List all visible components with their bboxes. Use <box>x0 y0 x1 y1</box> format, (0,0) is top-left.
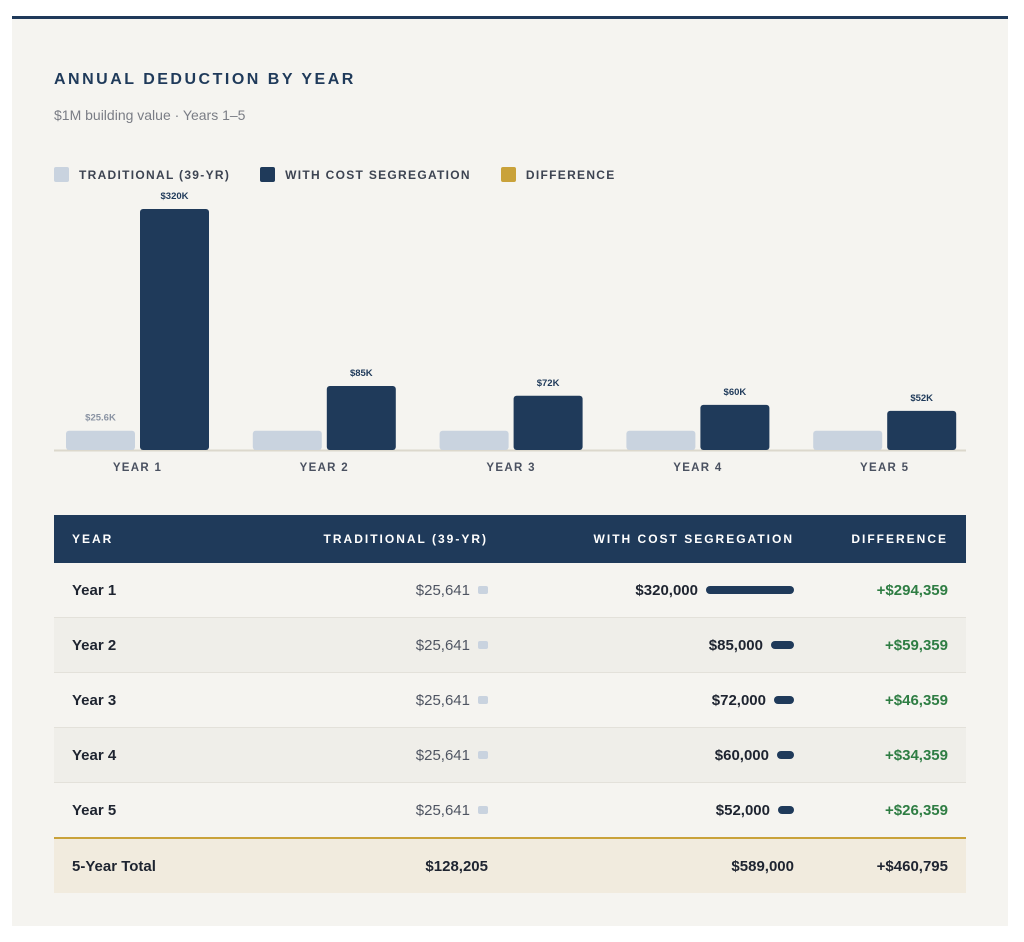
legend-swatch-cost-seg <box>260 167 276 182</box>
legend-item-cost-seg[interactable]: WITH COST SEGREGATION <box>260 167 471 182</box>
x-tick-label-2: YEAR 2 <box>300 462 349 474</box>
bar-cost-seg-2 <box>326 385 396 450</box>
chart-card: ANNUAL DEDUCTION BY YEAR $1M building va… <box>12 16 1008 926</box>
mini-bar-cost-seg <box>706 586 794 594</box>
col-header-difference: DIFFERENCE <box>812 515 966 563</box>
cell-difference: +$34,359 <box>812 727 966 783</box>
cell-cost-seg-value: $72,000 <box>711 691 766 709</box>
cell-traditional-value: $25,641 <box>415 746 470 764</box>
bar-cost-seg-5 <box>887 410 957 450</box>
table-header-row: YEAR TRADITIONAL (39-YR) WITH COST SEGRE… <box>54 515 966 563</box>
legend-swatch-difference <box>500 167 516 182</box>
mini-bar-cost-seg <box>778 806 794 814</box>
mini-bar-cost-seg <box>777 751 794 759</box>
cell-traditional-value: $25,641 <box>415 581 470 599</box>
bar-cost-seg-1 <box>140 209 209 450</box>
data-label-cost-seg-5: $52K <box>910 393 933 404</box>
cell-year: Year 4 <box>54 727 240 783</box>
cell-cost-seg-value: $85,000 <box>708 636 763 654</box>
mini-bar-cost-seg <box>774 696 794 704</box>
col-header-year: YEAR <box>54 515 240 563</box>
legend-label-traditional: TRADITIONAL (39-YR) <box>79 167 231 182</box>
cell-year: Year 2 <box>54 617 240 673</box>
cell-traditional-value: $25,641 <box>415 691 470 709</box>
table-row: Year 3 $25,641 $72,000 +$46,359 <box>54 672 966 728</box>
cell-traditional: $25,641 <box>240 782 506 839</box>
cell-cost-seg-value: $60,000 <box>714 746 769 764</box>
legend-label-cost-seg: WITH COST SEGREGATION <box>285 167 471 182</box>
data-label-cost-seg-1: $320K <box>161 191 189 202</box>
cell-difference: +$59,359 <box>812 617 966 673</box>
mini-bar-cost-seg <box>771 641 794 649</box>
cell-cost-seg: $52,000 <box>506 782 812 839</box>
chart-legend: TRADITIONAL (39-YR) WITH COST SEGREGATIO… <box>54 167 616 182</box>
table-row: Year 4 $25,641 $60,000 +$34,359 <box>54 727 966 783</box>
legend-item-difference[interactable]: DIFFERENCE <box>500 167 616 182</box>
table-row: Year 1 $25,641 $320,000 +$294,359 <box>54 563 966 618</box>
mini-bar-traditional <box>478 641 488 649</box>
mini-bar-traditional <box>478 696 488 704</box>
deduction-table: YEAR TRADITIONAL (39-YR) WITH COST SEGRE… <box>54 515 966 893</box>
cell-traditional-value: $25,641 <box>415 801 470 819</box>
cell-traditional-value: $25,641 <box>415 636 470 654</box>
total-traditional: $128,205 <box>240 837 506 893</box>
bar-chart: $25.6K $320K YEAR 1 $85K YEAR 2 $72K YEAR 3 $60… <box>54 191 966 474</box>
x-tick-label-1: YEAR 1 <box>113 462 162 474</box>
cell-year: Year 1 <box>54 563 240 618</box>
total-label: 5-Year Total <box>54 837 240 893</box>
table-row: Year 2 $25,641 $85,000 +$59,359 <box>54 617 966 673</box>
mini-bar-traditional <box>478 586 488 594</box>
legend-label-difference: DIFFERENCE <box>525 167 616 182</box>
bar-traditional-1 <box>66 430 135 450</box>
table-body: Year 1 $25,641 $320,000 +$294,359 Year 2 $25,… <box>54 563 966 893</box>
total-difference: +$460,795 <box>812 837 966 893</box>
legend-swatch-traditional <box>54 167 69 182</box>
cell-traditional: $25,641 <box>240 672 506 728</box>
bar-traditional-4 <box>626 430 696 450</box>
bar-traditional-2 <box>252 430 322 450</box>
chart-title: ANNUAL DEDUCTION BY YEAR <box>54 71 356 88</box>
table-row: Year 5 $25,641 $52,000 +$26,359 <box>54 782 966 839</box>
bar-traditional-3 <box>439 430 509 450</box>
cell-cost-seg-value: $52,000 <box>715 801 770 819</box>
x-tick-label-5: YEAR 5 <box>860 462 909 474</box>
cell-cost-seg: $60,000 <box>506 727 812 783</box>
cell-traditional: $25,641 <box>240 617 506 673</box>
cell-traditional: $25,641 <box>240 727 506 783</box>
data-label-cost-seg-3: $72K <box>537 378 560 389</box>
cell-difference: +$294,359 <box>812 563 966 618</box>
x-tick-label-3: YEAR 3 <box>486 462 535 474</box>
cell-cost-seg: $320,000 <box>506 563 812 618</box>
cell-cost-seg: $72,000 <box>506 672 812 728</box>
data-label-traditional-1: $25.6K <box>85 413 116 424</box>
col-header-traditional: TRADITIONAL (39-YR) <box>240 515 506 563</box>
bar-cost-seg-4 <box>700 404 770 450</box>
cell-traditional: $25,641 <box>240 563 506 618</box>
cell-cost-seg: $85,000 <box>506 617 812 673</box>
table-total-row: 5-Year Total $128,205 $589,000 +$460,795 <box>54 837 966 893</box>
cell-year: Year 3 <box>54 672 240 728</box>
bar-cost-seg-3 <box>513 395 583 450</box>
cell-year: Year 5 <box>54 782 240 839</box>
data-label-cost-seg-4: $60K <box>724 387 747 398</box>
cell-difference: +$46,359 <box>812 672 966 728</box>
mini-bar-traditional <box>478 806 488 814</box>
cell-cost-seg-value: $320,000 <box>635 581 698 599</box>
bar-traditional-5 <box>813 430 883 450</box>
mini-bar-traditional <box>478 751 488 759</box>
cell-difference: +$26,359 <box>812 782 966 839</box>
data-label-cost-seg-2: $85K <box>350 368 373 379</box>
x-tick-label-4: YEAR 4 <box>673 462 722 474</box>
chart-subtitle: $1M building value · Years 1–5 <box>54 107 246 123</box>
col-header-cost-seg: WITH COST SEGREGATION <box>506 515 812 563</box>
total-cost-seg: $589,000 <box>506 837 812 893</box>
legend-item-traditional[interactable]: TRADITIONAL (39-YR) <box>54 167 230 182</box>
